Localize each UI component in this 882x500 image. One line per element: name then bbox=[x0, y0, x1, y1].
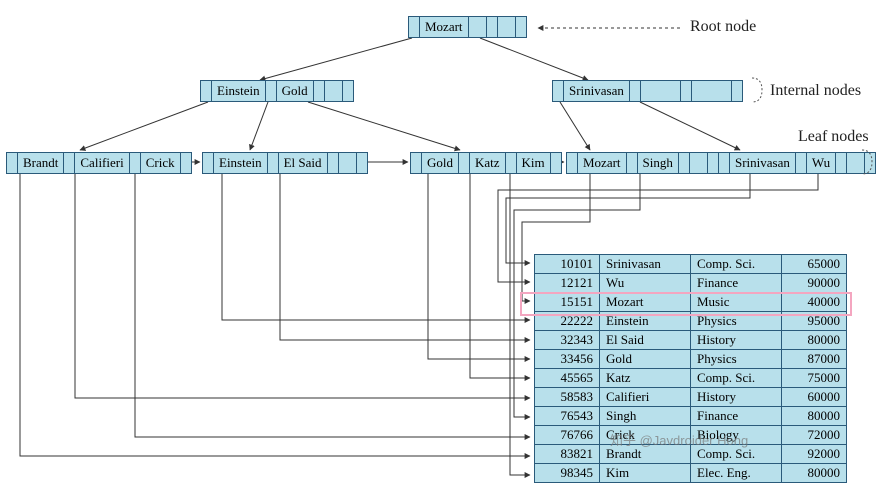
leaf-0-key-0: Brandt bbox=[18, 153, 64, 173]
table-cell: 83821 bbox=[535, 445, 600, 464]
leaf-2-key-2: Kim bbox=[517, 153, 551, 173]
table-cell: 40000 bbox=[782, 293, 847, 312]
table-cell: History bbox=[691, 331, 782, 350]
root-node-label: Root node bbox=[690, 18, 756, 36]
root-node: Mozart bbox=[408, 16, 527, 38]
leaf-4-key-1: Wu bbox=[807, 153, 836, 173]
leaf-node-1: Einstein El Said bbox=[202, 152, 368, 174]
table-row: 10101SrinivasanComp. Sci.65000 bbox=[535, 255, 847, 274]
table-cell: 76543 bbox=[535, 407, 600, 426]
table-cell: 72000 bbox=[782, 426, 847, 445]
table-cell: 12121 bbox=[535, 274, 600, 293]
table-cell: Finance bbox=[691, 274, 782, 293]
table-cell: Srinivasan bbox=[600, 255, 691, 274]
table-cell: 87000 bbox=[782, 350, 847, 369]
table-cell: 22222 bbox=[535, 312, 600, 331]
leaf-4-key-0: Srinivasan bbox=[730, 153, 796, 173]
table-cell: 80000 bbox=[782, 464, 847, 483]
table-cell: Comp. Sci. bbox=[691, 369, 782, 388]
leaf-3-key-1: Singh bbox=[638, 153, 679, 173]
table-cell: 45565 bbox=[535, 369, 600, 388]
table-cell: 65000 bbox=[782, 255, 847, 274]
table-cell: 75000 bbox=[782, 369, 847, 388]
table-cell: Comp. Sci. bbox=[691, 255, 782, 274]
root-key-0: Mozart bbox=[420, 17, 469, 37]
leaf-2-key-1: Katz bbox=[470, 153, 506, 173]
leaf-2-key-0: Gold bbox=[422, 153, 459, 173]
internal-node-1: Srinivasan bbox=[552, 80, 743, 102]
watermark-text: 知乎 @Javdroider Hong bbox=[610, 430, 748, 449]
table-cell: 60000 bbox=[782, 388, 847, 407]
table-cell: Physics bbox=[691, 312, 782, 331]
table-cell: 80000 bbox=[782, 407, 847, 426]
table-cell: Mozart bbox=[600, 293, 691, 312]
table-cell: 80000 bbox=[782, 331, 847, 350]
internal-0-key-0: Einstein bbox=[212, 81, 266, 101]
table-cell: Katz bbox=[600, 369, 691, 388]
table-row: 33456GoldPhysics87000 bbox=[535, 350, 847, 369]
table-cell: Califieri bbox=[600, 388, 691, 407]
table-cell: Elec. Eng. bbox=[691, 464, 782, 483]
table-cell: Gold bbox=[600, 350, 691, 369]
table-cell: 15151 bbox=[535, 293, 600, 312]
leaf-3-key-0: Mozart bbox=[578, 153, 627, 173]
table-row: 32343El SaidHistory80000 bbox=[535, 331, 847, 350]
table-cell: 58583 bbox=[535, 388, 600, 407]
table-row: 98345KimElec. Eng.80000 bbox=[535, 464, 847, 483]
internal-nodes-label: Internal nodes bbox=[770, 82, 861, 100]
table-row: 45565KatzComp. Sci.75000 bbox=[535, 369, 847, 388]
table-cell: Einstein bbox=[600, 312, 691, 331]
table-row: 58583CalifieriHistory60000 bbox=[535, 388, 847, 407]
table-row: 76543SinghFinance80000 bbox=[535, 407, 847, 426]
table-cell: Singh bbox=[600, 407, 691, 426]
leaf-1-key-1: El Said bbox=[279, 153, 328, 173]
table-cell: Physics bbox=[691, 350, 782, 369]
internal-1-key-0: Srinivasan bbox=[564, 81, 630, 101]
table-cell: Finance bbox=[691, 407, 782, 426]
leaf-node-4: Srinivasan Wu bbox=[718, 152, 876, 174]
table-cell: History bbox=[691, 388, 782, 407]
table-cell: 90000 bbox=[782, 274, 847, 293]
table-cell: 76766 bbox=[535, 426, 600, 445]
table-cell: El Said bbox=[600, 331, 691, 350]
leaf-0-key-1: Califieri bbox=[75, 153, 129, 173]
table-cell: Wu bbox=[600, 274, 691, 293]
table-cell: 33456 bbox=[535, 350, 600, 369]
leaf-node-2: Gold Katz Kim bbox=[410, 152, 562, 174]
table-cell: 10101 bbox=[535, 255, 600, 274]
table-row: 15151MozartMusic40000 bbox=[535, 293, 847, 312]
table-cell: 32343 bbox=[535, 331, 600, 350]
table-row: 22222EinsteinPhysics95000 bbox=[535, 312, 847, 331]
leaf-node-3: Mozart Singh bbox=[566, 152, 719, 174]
leaf-node-0: Brandt Califieri Crick bbox=[6, 152, 192, 174]
table-row: 12121WuFinance90000 bbox=[535, 274, 847, 293]
table-cell: Kim bbox=[600, 464, 691, 483]
leaf-nodes-label: Leaf nodes bbox=[798, 128, 869, 146]
table-cell: 92000 bbox=[782, 445, 847, 464]
table-cell: 98345 bbox=[535, 464, 600, 483]
leaf-1-key-0: Einstein bbox=[214, 153, 268, 173]
table-cell: 95000 bbox=[782, 312, 847, 331]
internal-0-key-1: Gold bbox=[277, 81, 314, 101]
leaf-0-key-2: Crick bbox=[141, 153, 181, 173]
table-cell: Music bbox=[691, 293, 782, 312]
internal-node-0: Einstein Gold bbox=[200, 80, 354, 102]
